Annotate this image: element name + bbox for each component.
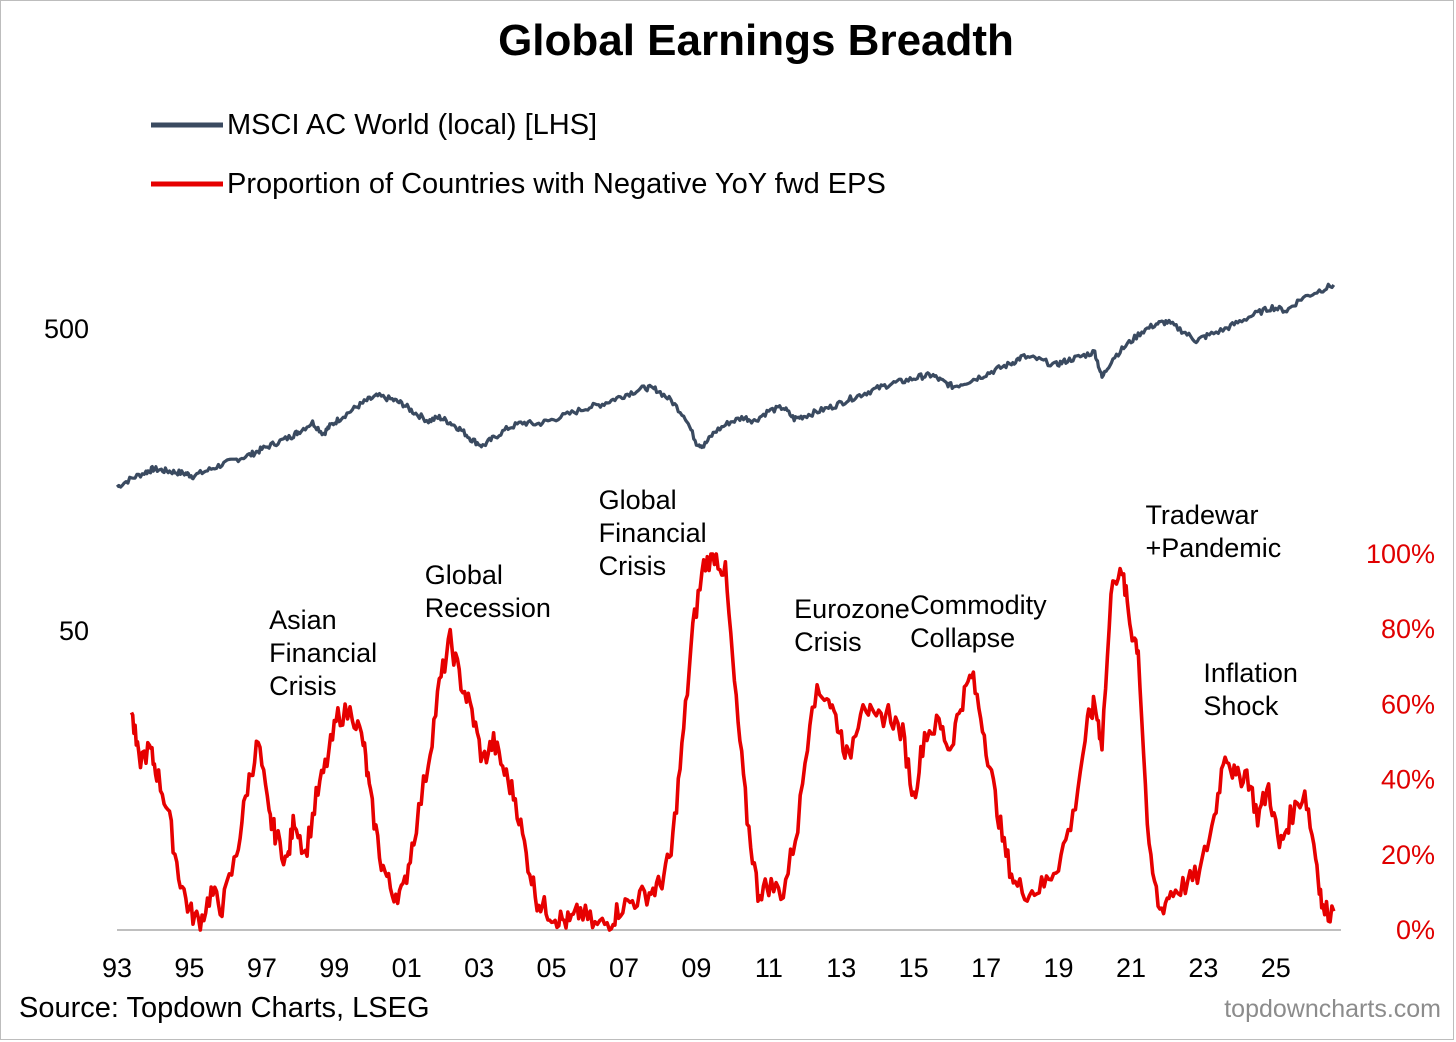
- x-tick-label: 05: [537, 953, 567, 983]
- event-annotation: Asian Financial Crisis: [269, 605, 377, 701]
- x-tick-label: 09: [681, 953, 711, 983]
- x-tick-label: 15: [899, 953, 929, 983]
- annotation-line: Crisis: [599, 551, 667, 581]
- x-tick-label: 19: [1044, 953, 1074, 983]
- x-tick-label: 13: [826, 953, 856, 983]
- credit-text: topdowncharts.com: [1224, 995, 1441, 1023]
- x-tick-label: 07: [609, 953, 639, 983]
- x-tick-label: 99: [319, 953, 349, 983]
- event-annotation: Eurozone Crisis: [794, 594, 910, 657]
- event-annotation: Tradewar +Pandemic: [1145, 500, 1281, 563]
- x-axis-ticks: 93 95 97 99 01 03 05 07 09 11 13 15 17 19 21 23 25: [102, 953, 1291, 983]
- annotation-line: Global: [599, 485, 677, 515]
- annotation-line: Financial: [269, 638, 377, 668]
- event-annotation: Inflation Shock: [1203, 658, 1298, 721]
- annotation-line: Tradewar: [1145, 500, 1258, 530]
- x-tick-label: 93: [102, 953, 132, 983]
- annotation-line: +Pandemic: [1145, 533, 1281, 563]
- x-tick-label: 21: [1116, 953, 1146, 983]
- series-line-negative-eps-proportion: [129, 552, 1336, 932]
- annotation-line: Commodity: [910, 590, 1047, 620]
- x-tick-label: 25: [1261, 953, 1291, 983]
- annotation-line: Shock: [1203, 691, 1279, 721]
- x-tick-label: 97: [247, 953, 277, 983]
- right-tick-label: 60%: [1381, 689, 1435, 719]
- annotation-line: Recession: [425, 593, 551, 623]
- annotation-line: Collapse: [910, 623, 1015, 653]
- annotation-line: Financial: [599, 518, 707, 548]
- x-tick-label: 17: [971, 953, 1001, 983]
- x-tick-label: 95: [174, 953, 204, 983]
- right-axis-ticks: 100% 80% 60% 40% 20% 0%: [1366, 539, 1435, 945]
- left-tick-label: 500: [44, 314, 89, 344]
- event-annotation: Global Recession: [425, 560, 551, 623]
- annotation-line: Crisis: [269, 671, 337, 701]
- left-tick-label: 50: [59, 616, 89, 646]
- right-tick-label: 80%: [1381, 614, 1435, 644]
- right-tick-label: 100%: [1366, 539, 1435, 569]
- x-tick-label: 03: [464, 953, 494, 983]
- right-tick-label: 20%: [1381, 840, 1435, 870]
- legend-label-breadth: Proportion of Countries with Negative Yo…: [227, 168, 886, 200]
- right-tick-label: 40%: [1381, 765, 1435, 795]
- legend-label-msci: MSCI AC World (local) [LHS]: [227, 109, 597, 141]
- annotation-line: Crisis: [794, 627, 862, 657]
- left-axis-ticks: 500 50: [44, 314, 89, 646]
- source-note: Source: Topdown Charts, LSEG: [19, 992, 430, 1024]
- chart-title: Global Earnings Breadth: [498, 16, 1014, 65]
- legend: MSCI AC World (local) [LHS] Proportion o…: [151, 109, 886, 200]
- x-tick-label: 23: [1188, 953, 1218, 983]
- series-line-msci-ac-world: [115, 282, 1336, 489]
- event-annotation: Global Financial Crisis: [599, 485, 707, 581]
- x-tick-label: 11: [755, 953, 783, 983]
- x-tick-label: 01: [392, 953, 422, 983]
- annotation-line: Eurozone: [794, 594, 910, 624]
- annotation-line: Inflation: [1203, 658, 1298, 688]
- right-tick-label: 0%: [1396, 915, 1435, 945]
- event-annotation: Commodity Collapse: [910, 590, 1047, 653]
- annotation-line: Global: [425, 560, 503, 590]
- annotation-line: Asian: [269, 605, 337, 635]
